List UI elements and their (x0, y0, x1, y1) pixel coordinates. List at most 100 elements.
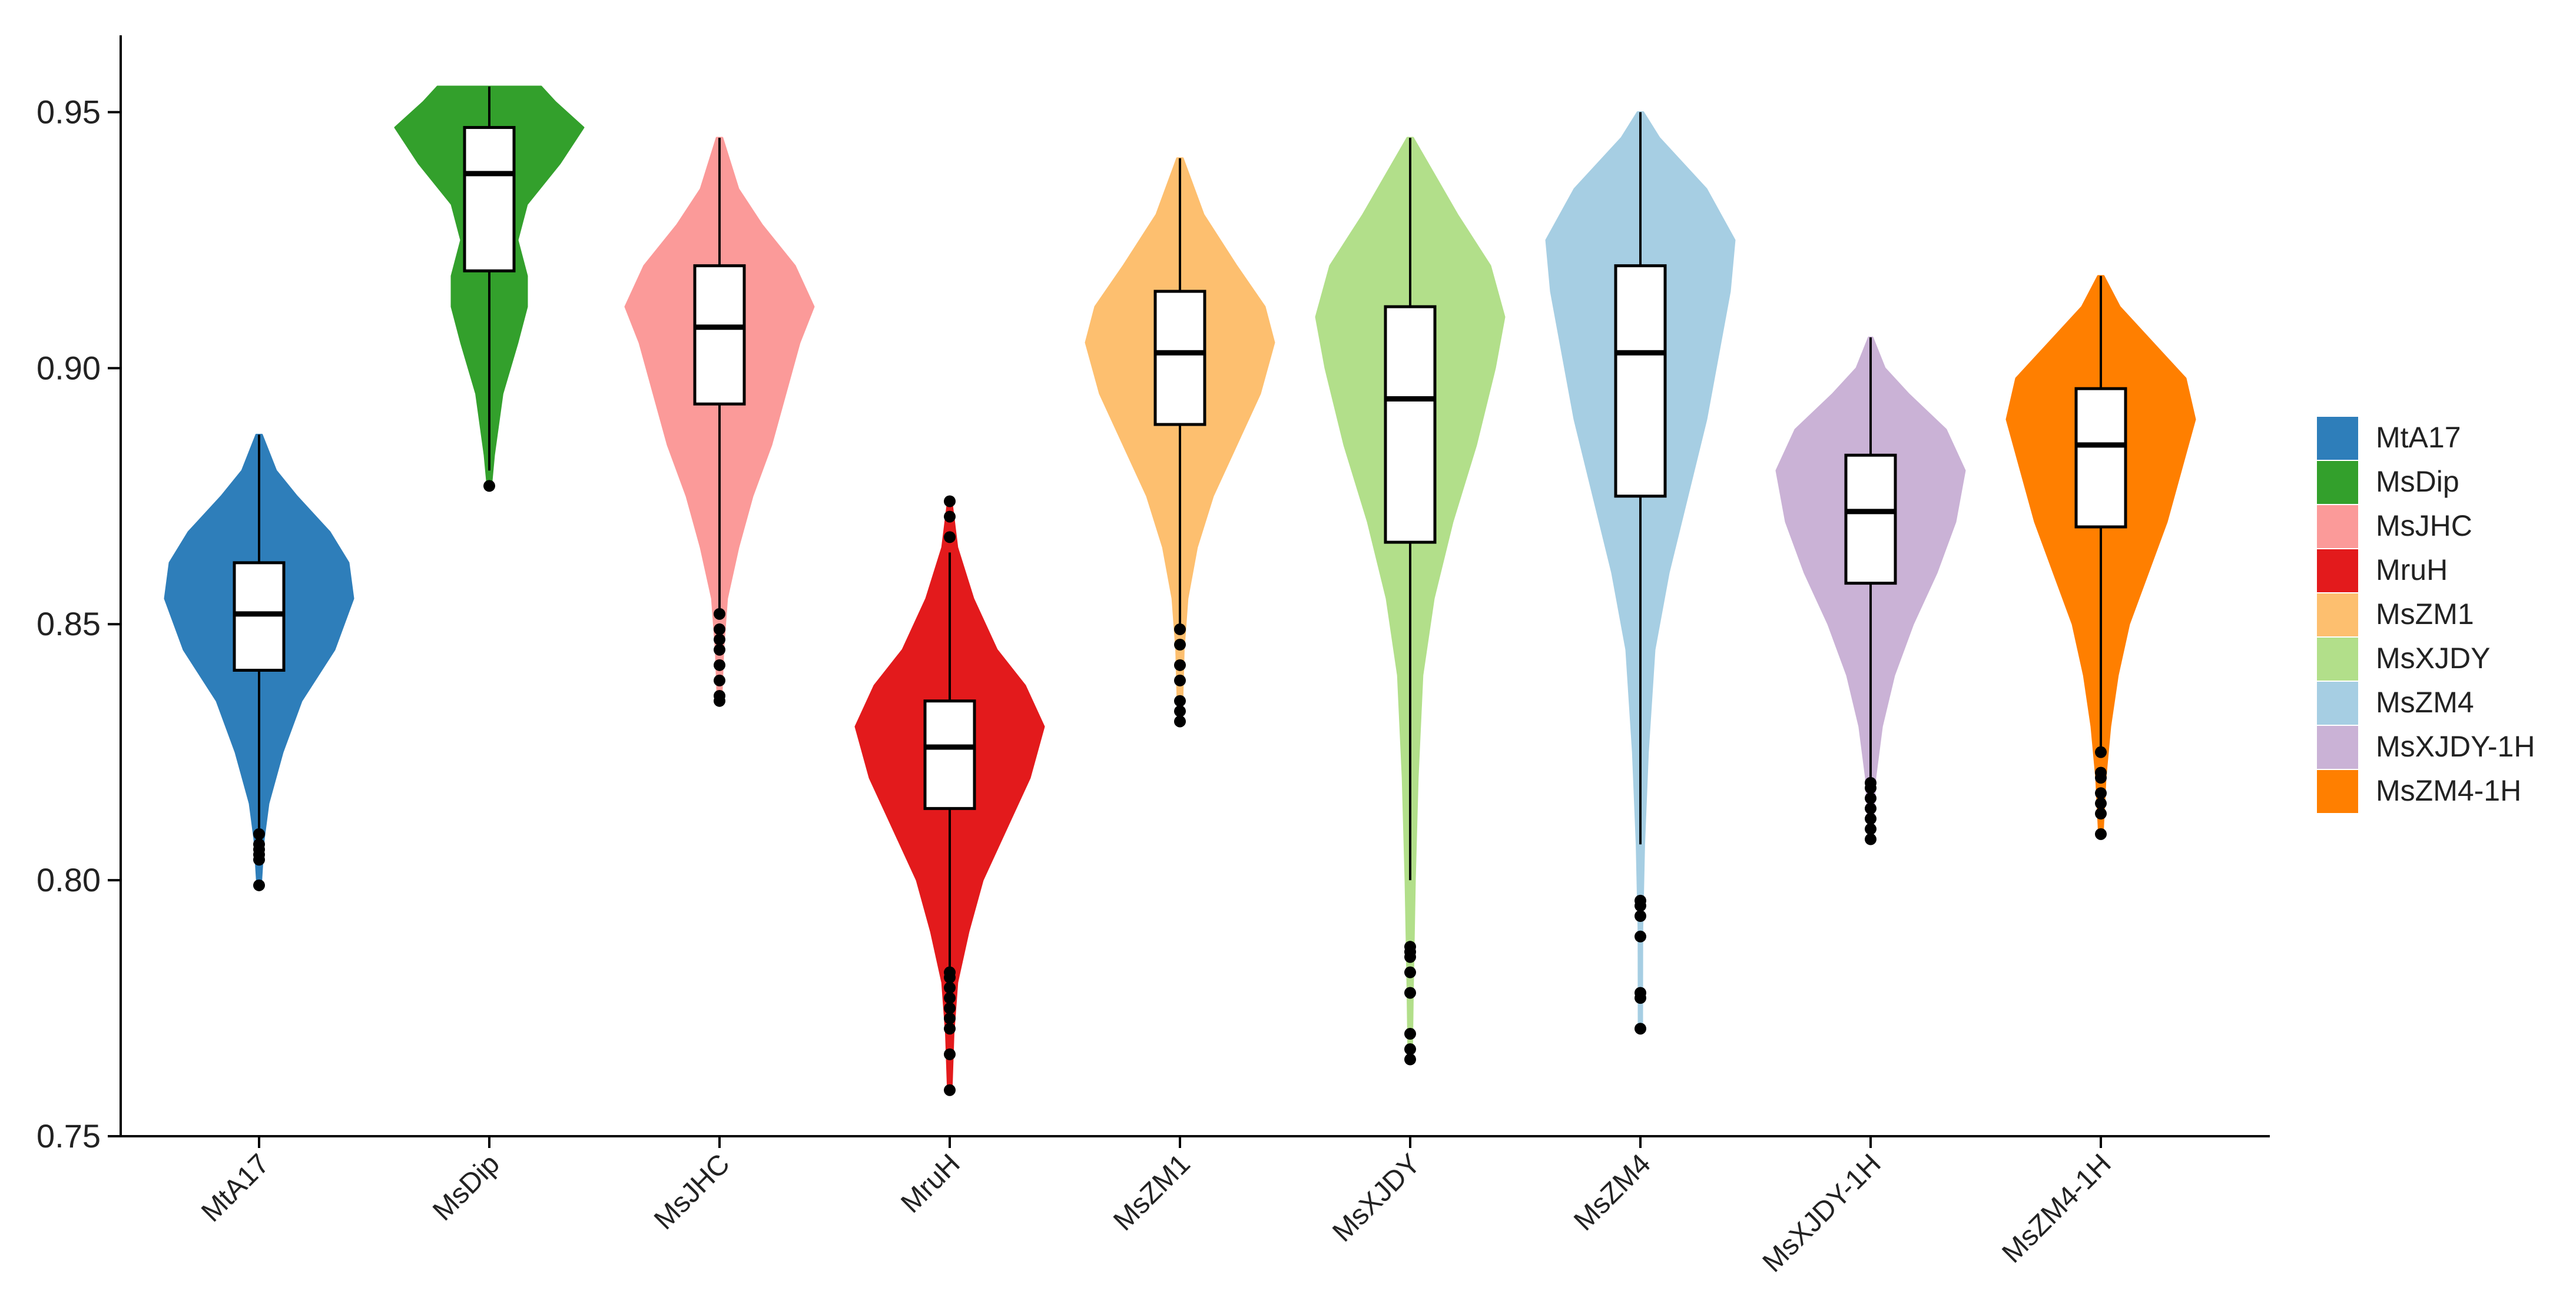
outlier-point (944, 531, 956, 543)
box-msxjdy-1h (1844, 453, 1897, 585)
legend-swatch (2317, 726, 2358, 769)
legend-swatch (2317, 417, 2358, 460)
legend: MtA17 MsDip MsJHC MruH MsZM1 MsXJDY MsZM4 MsXJD… (2317, 417, 2535, 813)
x-tick-label: MruH (895, 1148, 966, 1219)
outlier-point (1865, 823, 1877, 835)
violin-group-mta17 (164, 433, 354, 891)
x-tick-label: MsJHC (648, 1148, 736, 1236)
outlier-point (1635, 930, 1646, 943)
box-mruh (923, 699, 976, 810)
outlier-point (714, 623, 725, 635)
outlier-point (483, 480, 495, 492)
outlier-point (1174, 623, 1186, 635)
outlier-point (1174, 659, 1186, 671)
outlier-point (1404, 1053, 1416, 1066)
x-tick-label: MsXJDY-1H (1757, 1148, 1887, 1278)
outlier-point (1865, 812, 1877, 825)
legend-swatch (2317, 770, 2358, 813)
x-tick-label: MsXJDY (1327, 1148, 1426, 1247)
legend-label: MsZM1 (2376, 598, 2474, 631)
violin-group-mszm1 (1085, 157, 1275, 728)
legend-swatch (2317, 593, 2358, 636)
legend-label: MsJHC (2376, 509, 2472, 542)
violin-group-mruh (854, 495, 1045, 1096)
violin-group-mszm4-1h (2005, 275, 2196, 840)
outlier-point (1635, 987, 1646, 999)
outlier-point (1174, 695, 1186, 707)
outlier-point (253, 879, 265, 891)
box-mszm1 (1153, 290, 1206, 426)
legend-label: MruH (2376, 553, 2448, 586)
outlier-point (714, 608, 725, 620)
outlier-point (2095, 808, 2107, 820)
y-tick-label: 0.85 (37, 605, 101, 642)
outlier-point (944, 1002, 956, 1014)
x-tick-label: MsZM4-1H (1996, 1148, 2117, 1269)
legend-label: MsDip (2376, 465, 2459, 498)
outlier-point (944, 992, 956, 1004)
legend-label: MsXJDY-1H (2376, 730, 2535, 763)
outlier-point (1865, 833, 1877, 845)
outlier-point (944, 1084, 956, 1096)
outlier-point (944, 1048, 956, 1060)
outlier-point (714, 659, 725, 671)
outlier-point (1404, 941, 1416, 953)
y-tick-label: 0.75 (37, 1117, 101, 1154)
outlier-point (1174, 705, 1186, 718)
outlier-point (1865, 792, 1877, 804)
outlier-point (944, 495, 956, 507)
outlier-point (1865, 777, 1877, 789)
box-mszm4-1h (2074, 387, 2127, 529)
legend-swatch (2317, 549, 2358, 592)
outlier-point (2095, 767, 2107, 779)
y-tick-label: 0.80 (37, 861, 101, 898)
y-tick-label: 0.90 (37, 349, 101, 386)
outlier-point (1404, 966, 1416, 978)
outlier-point (2095, 828, 2107, 840)
legend-label: MsZM4-1H (2376, 774, 2521, 807)
violin-group-msdip (394, 85, 585, 492)
y-axis-ticks: 0.75 0.80 0.85 0.90 0.95 (37, 93, 121, 1154)
outlier-point (714, 690, 725, 702)
x-tick-label: MsDip (427, 1148, 506, 1227)
outlier-point (1404, 987, 1416, 999)
box-mszm4 (1614, 264, 1667, 498)
legend-swatch (2317, 505, 2358, 548)
legend-swatch (2317, 461, 2358, 504)
box-msdip (463, 126, 516, 273)
outlier-point (2095, 797, 2107, 809)
violin-group-msxjdy (1315, 137, 1506, 1066)
outlier-point (1635, 910, 1646, 922)
outlier-point (944, 1012, 956, 1024)
outlier-point (1404, 1043, 1416, 1056)
outlier-point (1174, 674, 1186, 686)
outlier-point (1635, 1023, 1646, 1035)
outlier-point (1174, 715, 1186, 728)
axes (120, 35, 2270, 1137)
outlier-point (944, 1023, 956, 1035)
x-tick-label: MsZM1 (1108, 1148, 1196, 1237)
outlier-point (944, 966, 956, 978)
x-axis-ticks: MtA17 MsDip MsJHC MruH MsZM1 MsXJDY MsZM4 MsXJD… (195, 1136, 2117, 1278)
legend-label: MsZM4 (2376, 686, 2474, 719)
outlier-point (1404, 1028, 1416, 1040)
outlier-point (1635, 894, 1646, 907)
violin-group-msjhc (624, 137, 815, 707)
legend-swatch (2317, 682, 2358, 725)
box-msxjdy (1384, 305, 1437, 544)
violin-group-mszm4 (1545, 111, 1736, 1035)
legend-label: MsXJDY (2376, 642, 2490, 675)
outlier-point (2095, 787, 2107, 799)
outlier-point (1865, 802, 1877, 815)
violin-layer (164, 85, 2196, 1096)
outlier-point (714, 633, 725, 646)
outlier-point (714, 643, 725, 656)
outlier-point (944, 981, 956, 994)
box-msjhc (693, 264, 746, 406)
outlier-point (2095, 746, 2107, 758)
x-tick-label: MtA17 (195, 1148, 276, 1228)
legend-label: MtA17 (2376, 421, 2461, 454)
outlier-point (944, 510, 956, 523)
y-tick-label: 0.95 (37, 93, 101, 130)
